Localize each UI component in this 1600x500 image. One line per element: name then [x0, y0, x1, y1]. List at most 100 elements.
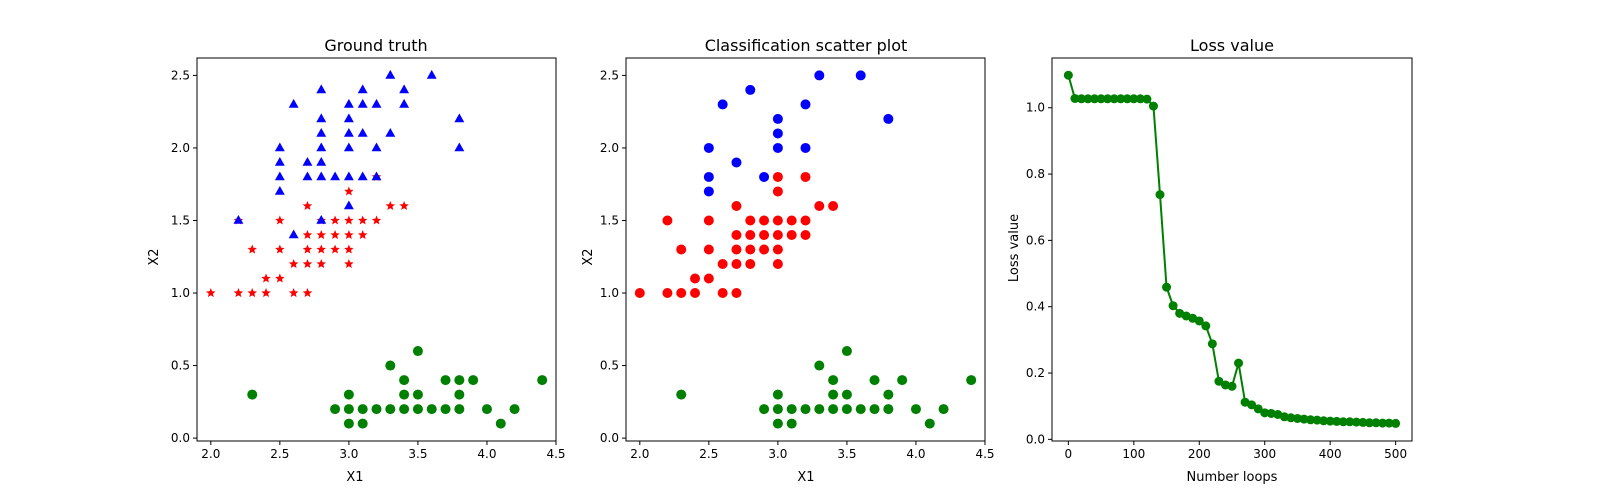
scatter-point — [759, 404, 770, 415]
axes-frame — [625, 57, 986, 442]
scatter-point — [772, 244, 783, 255]
loss-point — [1109, 94, 1119, 104]
loss-point — [1122, 94, 1132, 104]
scatter-point — [343, 389, 354, 400]
scatter-point — [814, 200, 825, 211]
scatter-point — [275, 215, 285, 225]
x-tick-label: 2.0 — [630, 447, 649, 461]
scatter-point — [772, 215, 783, 226]
scatter-point — [703, 171, 714, 182]
scatter-point — [772, 229, 783, 240]
loss-point — [1103, 94, 1113, 104]
scatter-point — [288, 288, 299, 298]
loss-point — [1253, 404, 1263, 414]
scatter-point — [828, 375, 839, 386]
scatter-point — [302, 288, 313, 298]
scatter-point — [869, 375, 880, 386]
scatter-point — [800, 215, 811, 226]
loss-point — [1116, 94, 1126, 104]
xlabel-ground-truth: X1 — [346, 470, 363, 485]
x-tick-label: 300 — [1253, 447, 1276, 461]
loss-point — [1155, 190, 1165, 200]
loss-point — [1135, 94, 1145, 104]
scatter-point — [371, 215, 382, 225]
scatter-point — [855, 70, 866, 81]
scatter-point — [316, 142, 327, 152]
loss-point — [1148, 101, 1158, 111]
scatter-point — [316, 244, 327, 254]
scatter-point — [412, 389, 423, 400]
scatter-point — [261, 288, 271, 298]
y-tick-label: 0.0 — [171, 431, 190, 445]
loss-point — [1162, 282, 1172, 292]
scatter-point — [662, 288, 673, 299]
scatter-point — [745, 84, 756, 95]
xlabel-classification: X1 — [797, 470, 814, 485]
ylabel-loss: Loss value — [1007, 214, 1022, 282]
ylabel-ground-truth: X2 — [147, 248, 162, 265]
x-tick-label: 100 — [1122, 447, 1145, 461]
scatter-point — [703, 244, 714, 255]
scatter-point — [703, 142, 714, 153]
scatter-point — [302, 171, 313, 181]
scatter-point — [302, 200, 313, 211]
loss-point — [1332, 416, 1342, 426]
scatter-point — [800, 99, 811, 110]
y-tick-label: 0.4 — [1026, 300, 1045, 314]
loss-point — [1371, 418, 1381, 428]
scatter-point — [855, 404, 866, 415]
scatter-point — [745, 259, 756, 270]
y-tick-label: 2.5 — [600, 68, 619, 82]
y-tick-label: 1.0 — [600, 286, 619, 300]
scatter-point — [731, 259, 742, 270]
scatter-point — [316, 113, 327, 123]
scatter-point — [330, 404, 341, 415]
x-tick-label: 2.0 — [201, 447, 220, 461]
xlabel-loss: Number loops — [1187, 470, 1278, 485]
panel-loss: Loss value Number loops Loss value 0 100 2… — [1007, 36, 1413, 485]
scatter-point — [385, 200, 396, 211]
loss-point — [1096, 94, 1106, 104]
scatter-point — [454, 113, 465, 123]
scatter-point — [814, 360, 825, 371]
x-tick-label: 500 — [1384, 447, 1407, 461]
scatter-point — [731, 229, 742, 240]
scatter-point — [275, 244, 285, 254]
scatter-point — [772, 142, 783, 153]
scatter-point — [841, 389, 852, 400]
scatter-point — [869, 404, 880, 415]
scatter-point — [772, 404, 783, 415]
scatter-point — [786, 404, 797, 415]
scatter-point — [343, 404, 354, 415]
x-tick-label: 2.5 — [699, 447, 718, 461]
panel-ground-truth: Ground truth X1 X2 2.0 2.5 3.0 3.5 4.0 4.5 0.0… — [147, 36, 566, 485]
loss-point — [1286, 413, 1296, 423]
loss-point — [1207, 339, 1217, 349]
scatter-point — [275, 273, 285, 283]
scatter-point — [399, 404, 410, 415]
y-tick-label: 0.6 — [1026, 233, 1045, 247]
scatter-point — [731, 288, 742, 299]
x-tick-label: 3.5 — [408, 447, 427, 461]
scatter-point — [357, 215, 368, 225]
scatter-point — [343, 171, 354, 181]
scatter-point — [344, 244, 354, 254]
scatter-point — [910, 404, 921, 415]
y-tick-label: 0.2 — [1026, 366, 1045, 380]
scatter-point — [731, 200, 742, 211]
scatter-point — [772, 171, 783, 182]
y-tick-label: 1.5 — [600, 213, 619, 227]
loss-point — [1325, 416, 1335, 426]
scatter-point — [759, 215, 770, 226]
scatter-point — [703, 215, 714, 226]
scatter-point — [385, 360, 396, 371]
scatter-point — [800, 142, 811, 153]
scatter-point — [426, 69, 437, 79]
loss-point — [1063, 70, 1073, 80]
ylabel-classification: X2 — [581, 248, 596, 265]
y-tick-label: 0.0 — [1026, 432, 1045, 446]
scatter-point — [302, 244, 313, 254]
scatter-point — [385, 69, 396, 79]
scatter-point — [343, 418, 354, 429]
scatter-point — [344, 229, 354, 240]
